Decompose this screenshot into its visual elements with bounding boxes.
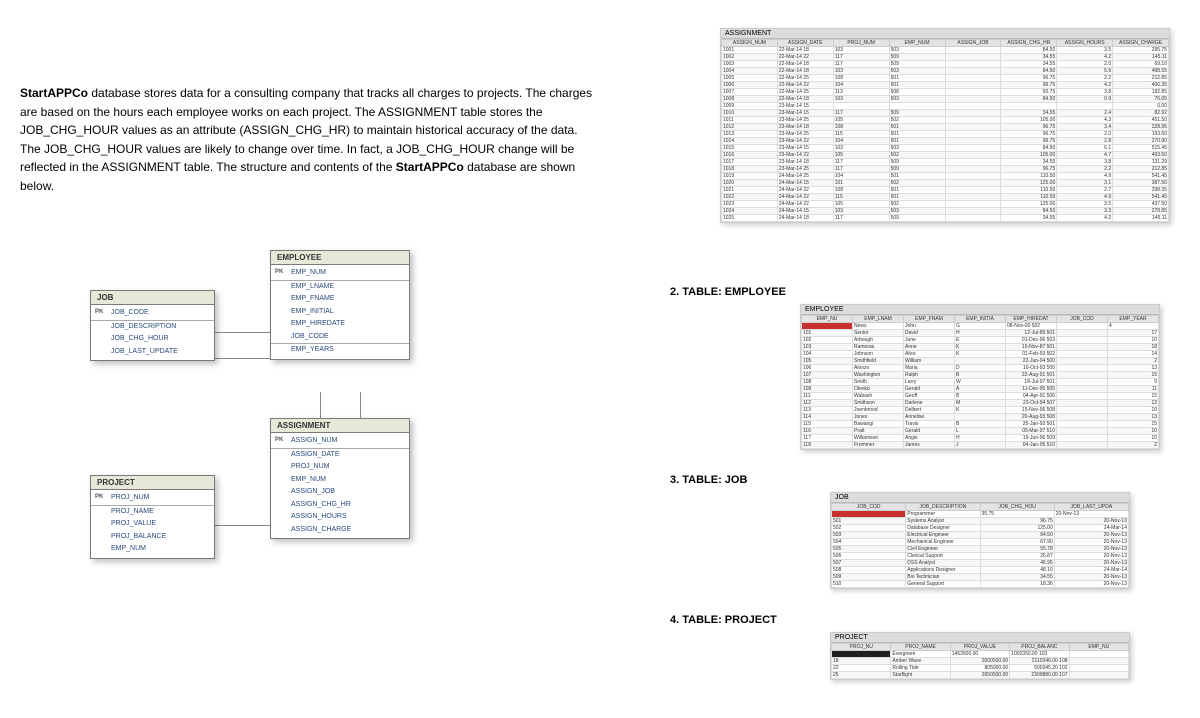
attr: EMP_YEARS	[271, 344, 409, 357]
erd-line	[215, 525, 270, 526]
erd-line	[215, 358, 270, 359]
attr: EMP_FNAME	[271, 293, 409, 306]
attr: PKJOB_CODE	[91, 307, 214, 320]
attr: JOB_LAST_UPDATE	[91, 346, 214, 359]
right-panel: ASSIGNMENT ASSIGN_NUMASSIGN_DATEPROJ_NUM…	[660, 0, 1190, 718]
job-table-wrap: JOB JOB_CODJOB_DESCRIPTIONJOB_CHG_HOUJOB…	[830, 492, 1130, 589]
attr: EMP_LNAME	[271, 281, 409, 294]
attr: ASSIGN_CHG_HR	[271, 499, 409, 512]
attr: EMP_NUM	[91, 543, 214, 556]
attr: ASSIGN_JOB	[271, 486, 409, 499]
attr: ASSIGN_DATE	[271, 449, 409, 462]
entity-assignment: ASSIGNMENT PKASSIGN_NUM ASSIGN_DATE PROJ…	[270, 418, 410, 539]
section-2-label: 2. TABLE: EMPLOYEE	[660, 280, 1180, 304]
attr: PROJ_NUM	[271, 461, 409, 474]
entity-job: JOB PKJOB_CODE JOB_DESCRIPTION JOB_CHG_H…	[90, 290, 215, 361]
assignment-table-wrap: ASSIGNMENT ASSIGN_NUMASSIGN_DATEPROJ_NUM…	[720, 28, 1170, 223]
app-name-2: StartAPPCo	[396, 160, 464, 174]
erd-line	[360, 392, 361, 418]
job-table: JOB_CODJOB_DESCRIPTIONJOB_CHG_HOUJOB_LAS…	[831, 503, 1129, 588]
attr: JOB_CHG_HOUR	[91, 333, 214, 346]
tbl-name: EMPLOYEE	[801, 305, 1159, 315]
attr: EMP_NUM	[271, 474, 409, 487]
erd-diagram: JOB PKJOB_CODE JOB_DESCRIPTION JOB_CHG_H…	[20, 280, 580, 620]
section-3-label: 3. TABLE: JOB	[660, 468, 1180, 492]
attr: PROJ_NAME	[91, 506, 214, 519]
entity-title: PROJECT	[91, 476, 214, 490]
attr: ASSIGN_CHARGE	[271, 524, 409, 537]
entity-project: PROJECT PKPROJ_NUM PROJ_NAME PROJ_VALUE …	[90, 475, 215, 559]
attr: EMP_HIREDATE	[271, 318, 409, 331]
entity-title: EMPLOYEE	[271, 251, 409, 265]
attr: PROJ_BALANCE	[91, 531, 214, 544]
tbl-name: ASSIGNMENT	[721, 29, 1169, 39]
employee-table-wrap: EMPLOYEE EMP_NUEMP_LNAMEMP_FNAMEMP_INITI…	[800, 304, 1160, 450]
erd-line	[320, 392, 321, 418]
attr: PROJ_VALUE	[91, 518, 214, 531]
attr: PKASSIGN_NUM	[271, 435, 409, 448]
intro-text: StartAPPCo database stores data for a co…	[8, 80, 608, 200]
project-table-wrap: PROJECT PROJ_NUPROJ_NAMEPROJ_VALUEPROJ_B…	[830, 632, 1130, 680]
attr: EMP_INITIAL	[271, 306, 409, 319]
employee-table: EMP_NUEMP_LNAMEMP_FNAMEMP_INITIAEMP_HIRE…	[801, 315, 1159, 449]
section-4-label: 4. TABLE: PROJECT	[660, 608, 1180, 632]
entity-title: ASSIGNMENT	[271, 419, 409, 433]
entity-title: JOB	[91, 291, 214, 305]
attr: PKEMP_NUM	[271, 267, 409, 280]
erd-line	[215, 332, 270, 333]
attr: JOB_DESCRIPTION	[91, 321, 214, 334]
attr: JOB_CODE	[271, 331, 409, 344]
assignment-table: ASSIGN_NUMASSIGN_DATEPROJ_NUMEMP_NUMASSI…	[721, 39, 1169, 222]
tbl-name: JOB	[831, 493, 1129, 503]
project-table: PROJ_NUPROJ_NAMEPROJ_VALUEPROJ_BALANCEMP…	[831, 643, 1129, 679]
app-name: StartAPPCo	[20, 86, 88, 100]
intro-panel: StartAPPCo database stores data for a co…	[8, 80, 608, 200]
attr: ASSIGN_HOURS	[271, 511, 409, 524]
attr: PKPROJ_NUM	[91, 492, 214, 505]
tbl-name: PROJECT	[831, 633, 1129, 643]
entity-employee: EMPLOYEE PKEMP_NUM EMP_LNAME EMP_FNAME E…	[270, 250, 410, 360]
